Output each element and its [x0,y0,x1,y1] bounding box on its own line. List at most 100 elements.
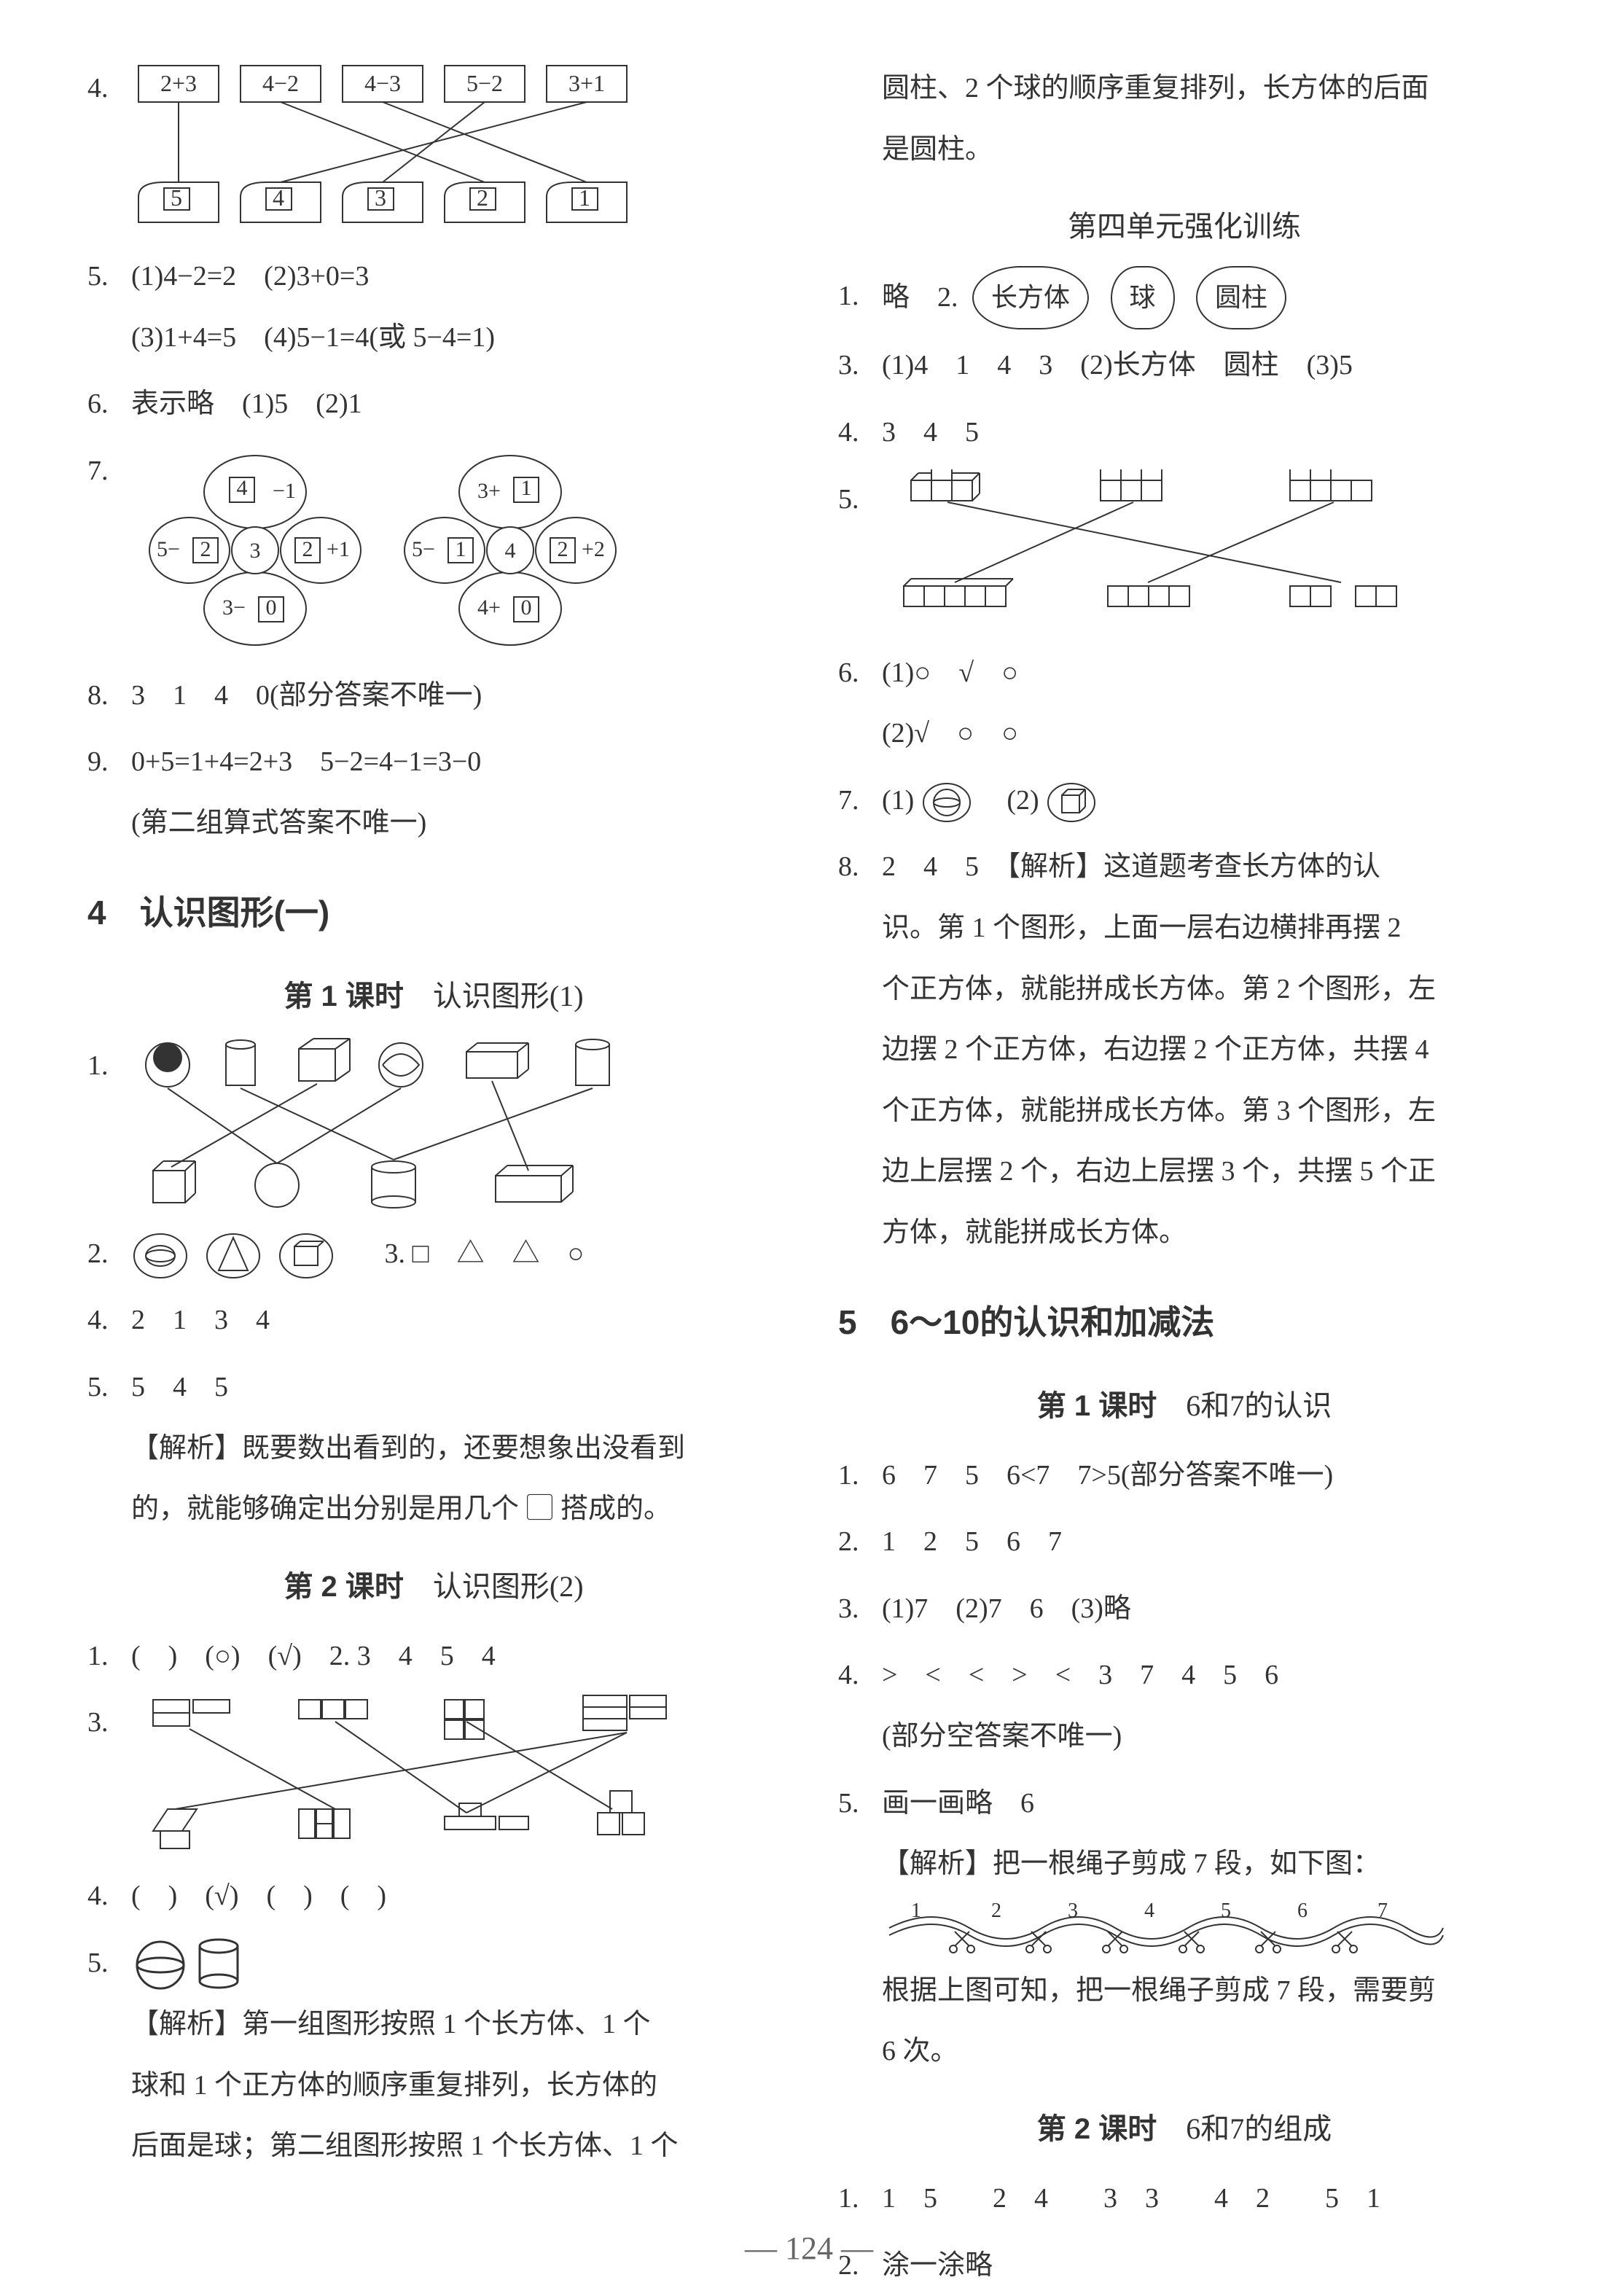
text: 识。第 1 个图形，上面一层右边横排再摆 2 [882,898,1531,959]
s5q1: 1. 6 7 5 6<7 7>5(部分答案不唯一) [838,1445,1531,1507]
q-num: 7. [838,770,882,832]
q-num: 1. [87,1626,131,1687]
svg-text:+1: +1 [327,537,350,561]
shape-tag: 圆柱 [1196,266,1286,329]
text: (3)1+4=5 (4)5−1=4(或 5−4=1) [131,308,780,369]
q-num: 4. [87,1290,131,1351]
s4q4: 4. 2 1 3 4 [87,1290,780,1351]
page-number: — 124 — [0,2230,1618,2267]
sphere-cylinder-icon [131,1936,255,1994]
q-num: 4. [838,402,882,464]
text: > < < > < 3 7 4 5 6 [882,1645,1531,1706]
lesson-label: 第 1 课时 [284,980,403,1012]
explanation: 【解析】既要数出看到的，还要想象出没看到 [131,1418,780,1480]
text: 3 4 5 [882,402,1531,464]
lesson-title: 认识图形(1) [433,980,584,1012]
svg-text:3: 3 [250,539,261,563]
q-num: 8. [838,837,882,898]
text: 5 4 5 [131,1357,780,1418]
svg-text:1: 1 [521,476,532,500]
svg-text:2: 2 [477,184,488,211]
text: (1)4−2=2 (2)3+0=3 [131,246,780,308]
u4q8: 8. 2 4 5 【解析】这道题考查长方体的认 识。第 1 个图形，上面一层右边… [838,837,1531,1263]
text: (2) [1007,785,1039,816]
q-num: 9. [87,732,131,793]
svg-text:4: 4 [237,476,248,500]
q-num: 7. [87,441,131,502]
text: ( ) (○) (√) 2. 3 4 5 4 [131,1626,780,1687]
q8: 8. 3 1 4 0(部分答案不唯一) [87,665,780,727]
note: (部分空答案不唯一) [882,1706,1531,1768]
s4q1: 1. [87,1036,780,1218]
q-num: 4. [87,58,131,120]
q4: 4. 2+3 4−2 4−3 5−2 [87,58,780,241]
section-4-heading: 4 认识图形(一) [87,876,780,950]
blocks-matching-diagram [131,1692,729,1860]
q-num: 2. [87,1224,131,1285]
lesson-label: 第 2 课时 [284,1571,403,1603]
svg-text:1: 1 [456,537,466,561]
explanation: 【解析】第一组图形按照 1 个长方体、1 个 [131,1994,780,2055]
text: 6 7 5 6<7 7>5(部分答案不唯一) [882,1445,1531,1507]
svg-text:2: 2 [991,1899,1001,1922]
svg-text:5−2: 5−2 [466,70,503,96]
sphere-circled-icon [921,781,972,824]
text: ( ) (√) ( ) ( ) [131,1866,780,1927]
svg-text:3: 3 [1068,1899,1078,1922]
svg-text:4−2: 4−2 [262,70,299,96]
q5: 5. (1)4−2=2 (2)3+0=3 (3)1+4=5 (4)5−1=4(或… [87,246,780,368]
text: 略 2. [882,282,958,313]
s4q2: 2. 3. □ △ △ ○ [87,1224,780,1285]
text: 表示略 (1)5 (2)1 [131,374,780,435]
q4-matching-diagram: 2+3 4−2 4−3 5−2 3+1 [131,58,656,241]
q-num: 6. [87,374,131,435]
lesson-title: 6和7的认识 [1186,1389,1332,1422]
svg-text:4: 4 [273,184,284,211]
q-num: 5. [87,246,131,308]
svg-text:4−3: 4−3 [364,70,401,96]
q-num: 4. [87,1866,131,1927]
svg-text:3+: 3+ [477,479,501,503]
text: 2 4 5 【解析】这道题考查长方体的认 [882,837,1531,898]
svg-text:2+3: 2+3 [160,70,197,96]
s4l2q1: 1. ( ) (○) (√) 2. 3 4 5 4 [87,1626,780,1687]
text: (1)4 1 4 3 (2)长方体 圆柱 (3)5 [882,335,1531,397]
section-5-heading: 5 6～10的认识和加减法 [838,1286,1531,1359]
u4q6: 6. (1)○ √ ○ (2)√ ○ ○ [838,643,1531,765]
svg-text:0: 0 [521,596,532,620]
text: 边上层摆 2 个，右边上层摆 3 个，共摆 5 个正 [882,1141,1531,1203]
s5q3: 3. (1)7 (2)7 6 (3)略 [838,1579,1531,1640]
page: 4. 2+3 4−2 4−3 5−2 [0,0,1618,2289]
explanation: 的，就能够确定出分别是用几个 ▢ 搭成的。 [131,1479,780,1540]
text: 0+5=1+4=2+3 5−2=4−1=3−0 [131,732,780,793]
q-num: 1. [87,1036,131,1097]
lesson-heading: 第 1 课时 认识图形(1) [87,964,780,1028]
lesson-title: 6和7的组成 [1186,2112,1332,2145]
svg-text:7: 7 [1377,1899,1388,1922]
u4q3: 3. (1)4 1 4 3 (2)长方体 圆柱 (3)5 [838,335,1531,397]
shapes-matching-diagram [131,1036,729,1218]
text: (1)○ √ ○ [882,643,1531,704]
u4q4: 4. 3 4 5 [838,402,1531,464]
text: 3 1 4 0(部分答案不唯一) [131,665,780,727]
svg-text:4: 4 [1144,1899,1154,1922]
q-num: 2. [838,1512,882,1573]
text: (2)√ ○ ○ [882,703,1531,765]
lesson-label: 第 2 课时 [1037,2113,1157,2145]
svg-text:6: 6 [1297,1899,1308,1922]
shape-tag: 球 [1111,266,1175,329]
circled-shapes-icon [131,1230,350,1281]
cube-circled-icon [1046,781,1097,824]
text: 1 5 2 4 3 3 4 2 5 1 [882,2168,1531,2230]
text: 第四单元强化训练 [1068,210,1301,243]
left-column: 4. 2+3 4−2 4−3 5−2 [58,58,809,2260]
svg-text:0: 0 [266,596,277,620]
text: 个正方体，就能拼成长方体。第 3 个图形，左 [882,1081,1531,1142]
s4l2q4: 4. ( ) (√) ( ) ( ) [87,1866,780,1927]
continuation: 是圆柱。 [882,120,1531,181]
q-num: 4. [838,1645,882,1706]
u4q5: 5. [838,469,1531,637]
svg-text:5: 5 [1221,1899,1231,1922]
svg-text:2: 2 [558,537,568,561]
explanation: 【解析】把一根绳子剪成 7 段，如下图： [882,1834,1531,1895]
